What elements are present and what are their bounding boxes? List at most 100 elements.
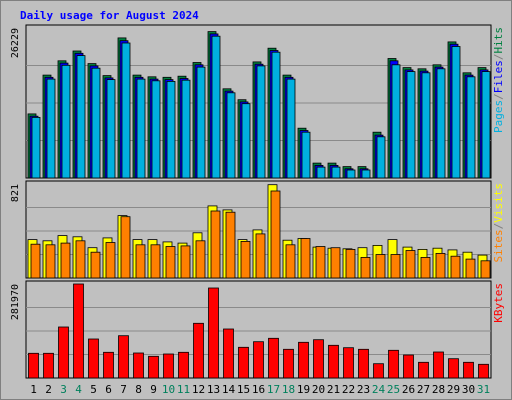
bar-visits-sites-day-24 bbox=[375, 254, 386, 279]
bar-visits-sites-day-6 bbox=[105, 242, 116, 279]
bar-hits-pages-day-14 bbox=[226, 92, 236, 179]
bar-hits-pages-day-19 bbox=[301, 131, 311, 179]
bar-hits-pages-day-4 bbox=[76, 55, 86, 179]
day-label-12: 12 bbox=[192, 383, 205, 396]
bar-visits-sites-day-21 bbox=[330, 247, 341, 279]
bar-visits-sites-day-22 bbox=[345, 248, 356, 279]
day-label-3: 3 bbox=[60, 383, 67, 396]
day-label-27: 27 bbox=[417, 383, 430, 396]
bar-hits-pages-day-18 bbox=[286, 78, 296, 179]
bar-kbytes-kbytes-day-25 bbox=[388, 349, 399, 379]
bar-visits-sites-day-2 bbox=[45, 244, 56, 279]
day-label-17: 17 bbox=[267, 383, 280, 396]
bar-kbytes-kbytes-day-22 bbox=[343, 347, 354, 379]
scale-label-hits: 26229 bbox=[10, 28, 21, 58]
bar-hits-pages-day-5 bbox=[91, 67, 101, 179]
bar-hits-pages-day-17 bbox=[271, 51, 281, 179]
day-label-13: 13 bbox=[207, 383, 220, 396]
bar-visits-sites-day-10 bbox=[165, 246, 176, 279]
legend-label-kbytes-0: KBytes bbox=[492, 283, 505, 323]
bar-hits-pages-day-27 bbox=[421, 72, 431, 179]
bar-hits-pages-day-1 bbox=[31, 117, 41, 179]
legend-label-hits-3: / bbox=[492, 54, 505, 61]
bar-hits-pages-day-2 bbox=[46, 78, 56, 179]
scale-label-kbytes: 281970 bbox=[10, 284, 21, 320]
bar-kbytes-kbytes-day-10 bbox=[163, 353, 174, 379]
bar-visits-sites-day-20 bbox=[315, 246, 326, 279]
day-label-18: 18 bbox=[282, 383, 295, 396]
day-label-20: 20 bbox=[312, 383, 325, 396]
bar-visits-sites-day-16 bbox=[255, 233, 266, 279]
legend-hits: Pages/Files/Hits bbox=[492, 27, 505, 133]
legend-label-hits-4: Hits bbox=[492, 27, 505, 54]
day-label-11: 11 bbox=[177, 383, 190, 396]
bar-kbytes-kbytes-day-9 bbox=[148, 355, 159, 379]
bar-kbytes-kbytes-day-12 bbox=[193, 322, 204, 379]
day-label-15: 15 bbox=[237, 383, 250, 396]
bar-hits-pages-day-7 bbox=[121, 42, 131, 179]
panel-kbytes: 281970 KBytes bbox=[10, 280, 505, 379]
legend-label-visits-1: / bbox=[492, 223, 505, 230]
bar-visits-sites-day-7 bbox=[120, 216, 131, 279]
bar-visits-sites-day-14 bbox=[225, 211, 236, 279]
scale-label-visits: 821 bbox=[10, 184, 21, 202]
bar-visits-sites-day-5 bbox=[90, 251, 101, 279]
bar-visits-sites-day-11 bbox=[180, 245, 191, 279]
day-label-19: 19 bbox=[297, 383, 310, 396]
bar-hits-pages-day-24 bbox=[376, 136, 386, 179]
legend-label-hits-2: Files bbox=[492, 60, 505, 93]
bar-visits-sites-day-12 bbox=[195, 240, 206, 279]
day-label-23: 23 bbox=[357, 383, 370, 396]
bar-kbytes-kbytes-day-14 bbox=[223, 328, 234, 379]
bar-kbytes-kbytes-day-8 bbox=[133, 352, 144, 379]
bar-kbytes-kbytes-day-6 bbox=[103, 351, 114, 379]
bar-visits-sites-day-19 bbox=[300, 238, 311, 279]
bar-kbytes-kbytes-day-4 bbox=[73, 283, 84, 379]
bar-kbytes-kbytes-day-17 bbox=[268, 337, 279, 379]
series-hits-pages bbox=[31, 35, 491, 179]
bar-kbytes-kbytes-day-27 bbox=[418, 361, 429, 379]
bar-visits-sites-day-29 bbox=[450, 255, 461, 279]
bar-hits-pages-day-28 bbox=[436, 68, 446, 179]
day-label-16: 16 bbox=[252, 383, 265, 396]
bar-visits-sites-day-15 bbox=[240, 240, 251, 279]
bar-kbytes-kbytes-day-18 bbox=[283, 348, 294, 379]
day-label-1: 1 bbox=[30, 383, 37, 396]
bar-hits-pages-day-22 bbox=[346, 169, 356, 179]
legend-label-hits-0: Pages bbox=[492, 100, 505, 133]
day-label-6: 6 bbox=[105, 383, 112, 396]
bar-kbytes-kbytes-day-5 bbox=[88, 338, 99, 379]
bar-visits-sites-day-8 bbox=[135, 244, 146, 279]
day-label-30: 30 bbox=[462, 383, 475, 396]
bar-kbytes-kbytes-day-19 bbox=[298, 341, 309, 379]
legend-label-visits-0: Sites bbox=[492, 229, 505, 262]
day-label-28: 28 bbox=[432, 383, 445, 396]
bar-kbytes-kbytes-day-23 bbox=[358, 348, 369, 379]
bar-hits-pages-day-23 bbox=[361, 169, 371, 179]
bar-hits-pages-day-30 bbox=[466, 76, 476, 179]
bar-visits-sites-day-13 bbox=[210, 210, 221, 279]
bar-hits-pages-day-9 bbox=[151, 80, 161, 179]
bar-hits-pages-day-8 bbox=[136, 78, 146, 179]
legend-visits: Sites/Visits bbox=[492, 183, 505, 263]
series-kbytes-kbytes bbox=[28, 283, 489, 379]
bar-hits-pages-day-26 bbox=[406, 71, 416, 179]
bar-kbytes-kbytes-day-15 bbox=[238, 346, 249, 379]
bar-hits-pages-day-6 bbox=[106, 79, 116, 179]
legend-label-visits-2: Visits bbox=[492, 183, 505, 223]
chart-title: Daily usage for August 2024 bbox=[20, 9, 199, 22]
bar-kbytes-kbytes-day-20 bbox=[313, 339, 324, 379]
bar-visits-sites-day-4 bbox=[75, 240, 86, 279]
legend-kbytes: KBytes bbox=[492, 283, 505, 323]
panels-layer: 26229Pages/Files/Hits821Sites/Visits2819… bbox=[10, 24, 505, 379]
bar-kbytes-kbytes-day-13 bbox=[208, 287, 219, 379]
day-label-10: 10 bbox=[162, 383, 175, 396]
bar-visits-sites-day-17 bbox=[270, 190, 281, 279]
day-label-31: 31 bbox=[477, 383, 490, 396]
panel-visits: 821 Sites/Visits bbox=[10, 180, 505, 279]
bar-hits-pages-day-11 bbox=[181, 79, 191, 179]
bar-kbytes-kbytes-day-3 bbox=[58, 326, 69, 379]
day-label-26: 26 bbox=[402, 383, 415, 396]
bar-visits-sites-day-23 bbox=[360, 256, 371, 279]
